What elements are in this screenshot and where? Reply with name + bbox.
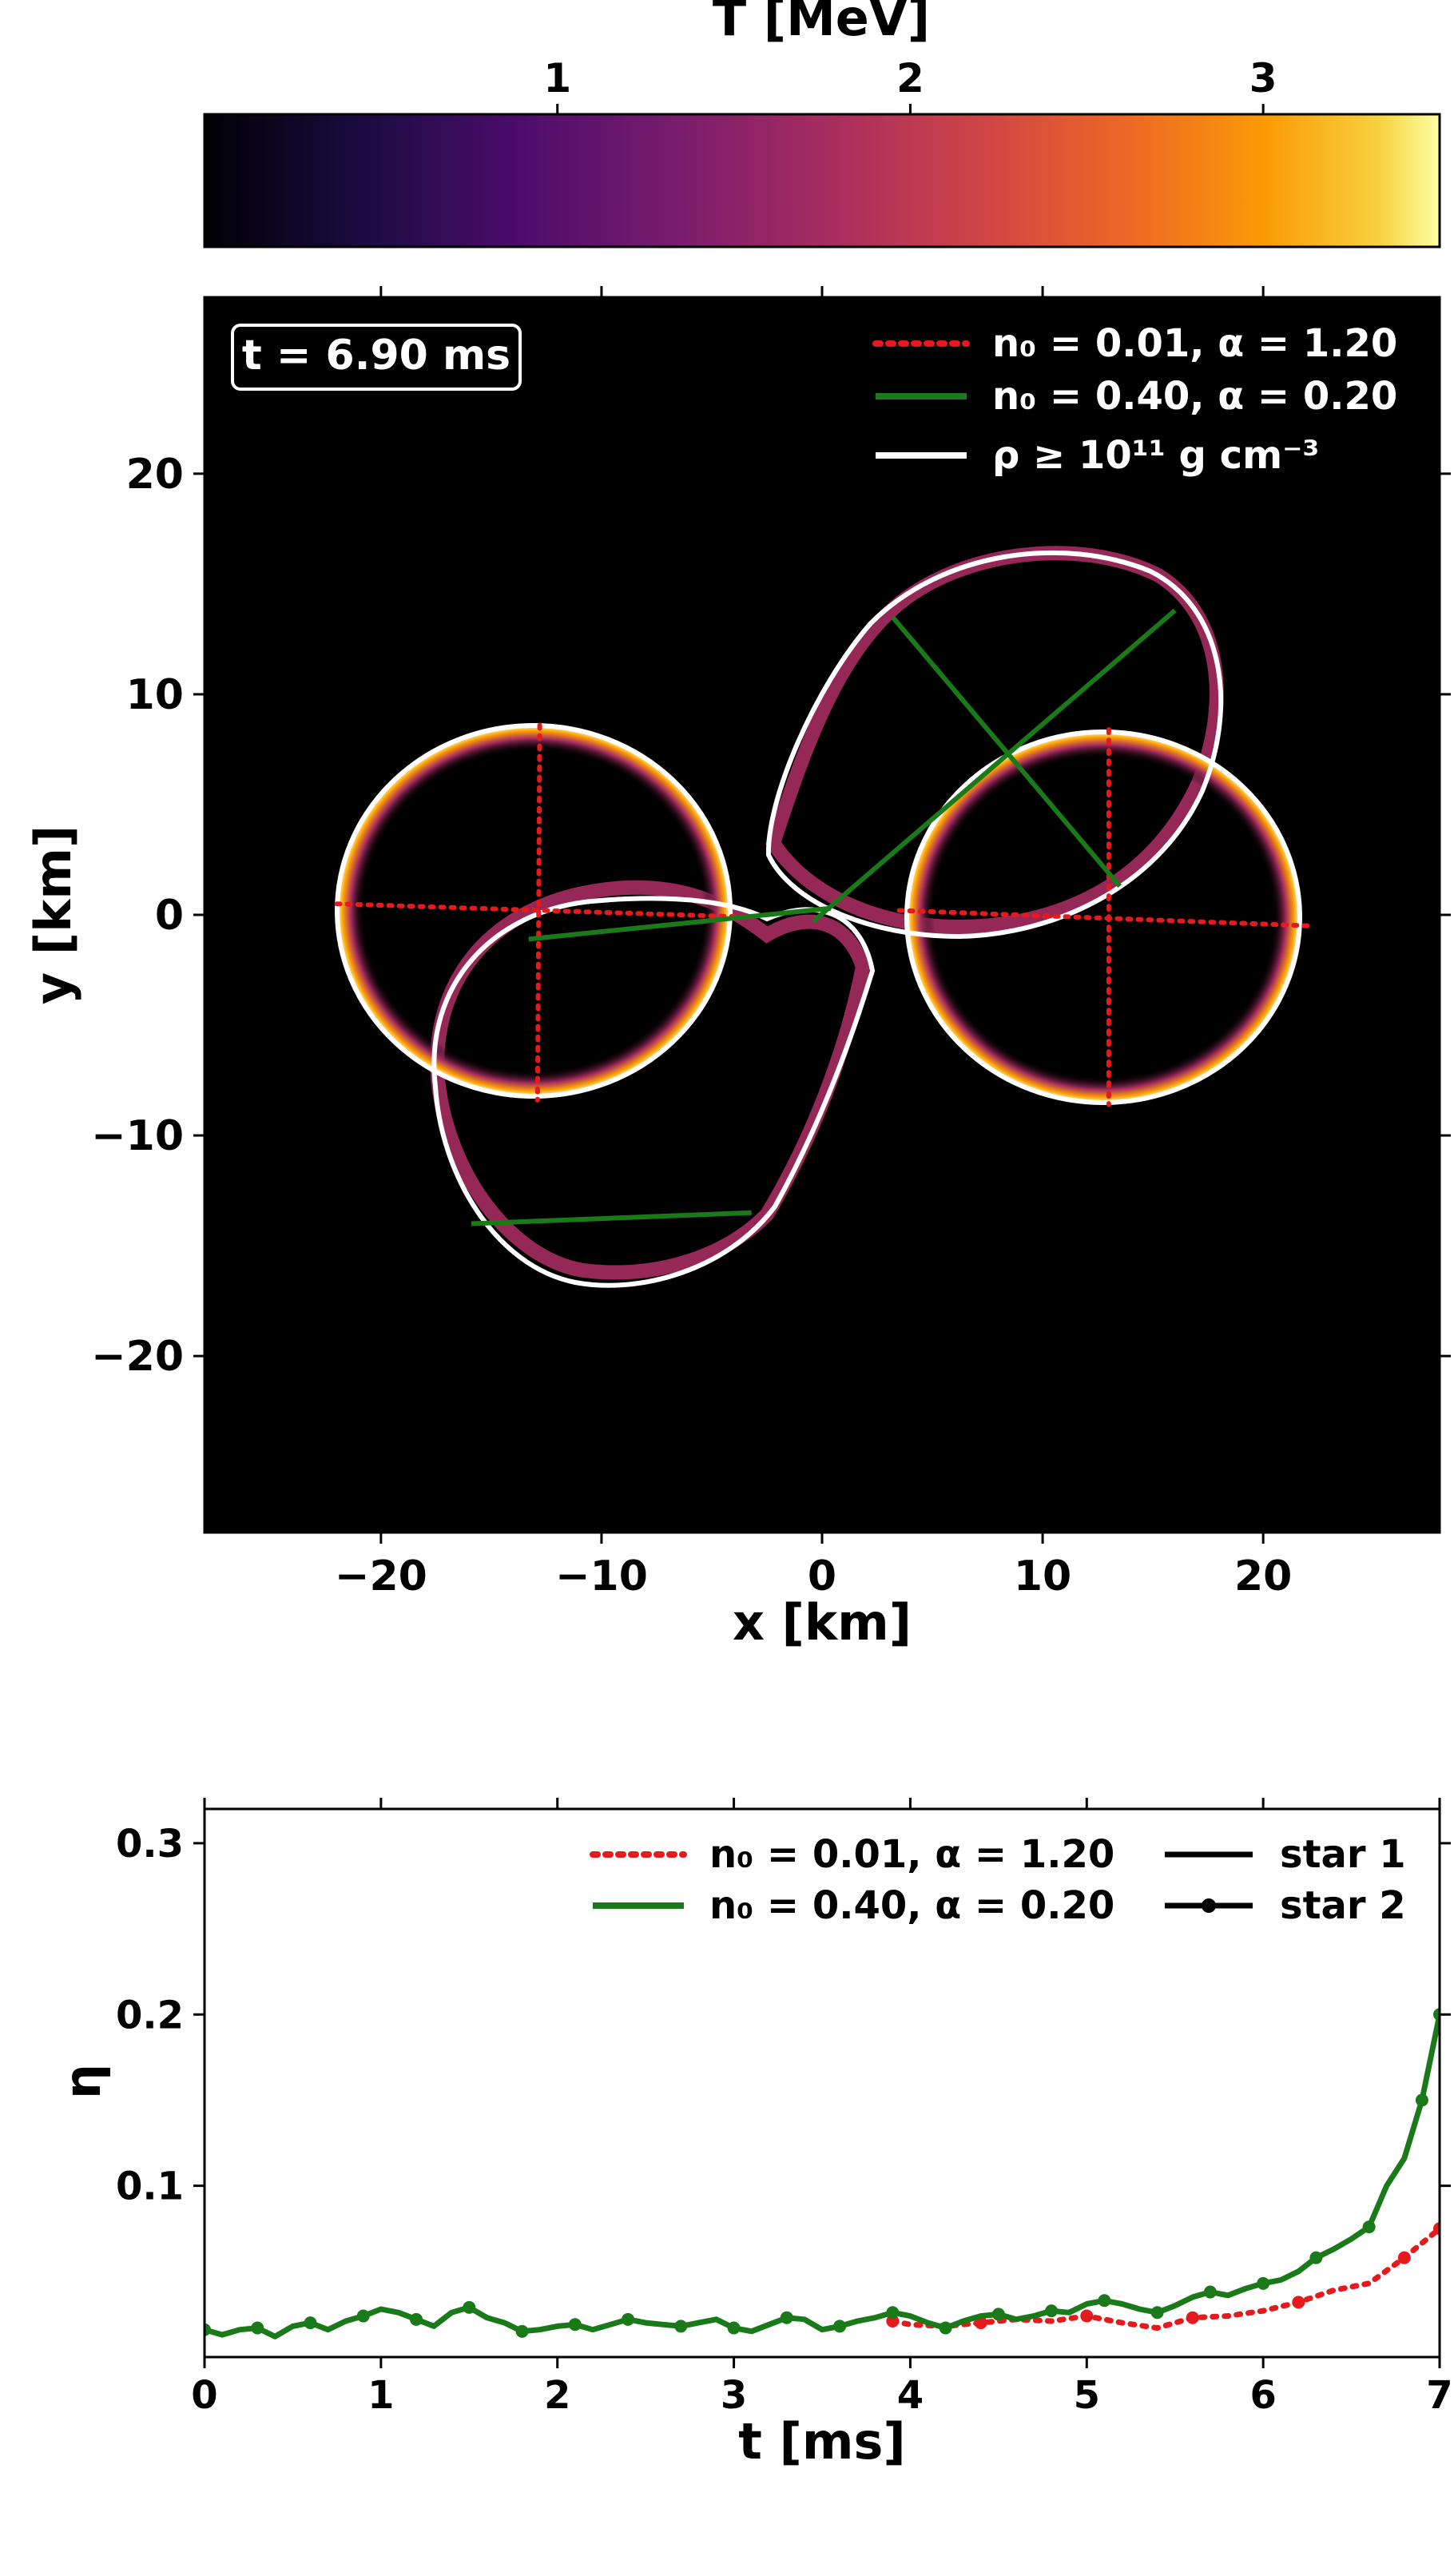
legend-bottom: n₀ = 0.01, α = 1.20 n₀ = 0.40, α = 0.20 … (590, 1832, 1406, 1928)
x-tick-label-top: −10 (555, 1552, 648, 1600)
series-point (674, 2320, 688, 2333)
density-contour (765, 550, 1224, 940)
series-point (304, 2316, 317, 2330)
y-axis-label-top: y [km] (24, 825, 82, 1005)
series-point (622, 2312, 635, 2326)
series-point (1098, 2294, 1111, 2308)
density-temperature-panel: −20 −10 0 10 20 −20 −10 0 10 20 x [km] y [km] t =… (24, 286, 1451, 1652)
legend-label-model-2: n₀ = 0.40, α = 0.20 (709, 1883, 1114, 1928)
series-point (1433, 2222, 1440, 2236)
x-tick-label-bottom: 1 (367, 2373, 394, 2418)
x-axis-label-bottom: t [ms] (738, 2412, 905, 2471)
star-axis-model-2 (471, 1210, 752, 1226)
colorbar-tick-label: 1 (543, 55, 571, 101)
colorbar-gradient (203, 113, 1441, 248)
series-point (515, 2324, 529, 2338)
series-point (463, 2300, 476, 2314)
series-point (1397, 2251, 1411, 2264)
series-point (1045, 2304, 1059, 2318)
x-axis-label-top: x [km] (733, 1593, 912, 1652)
eta-panel: 0 1 2 3 4 5 6 7 0.1 0.2 0.3 t [ms] η n₀ = 0.01, α … (54, 1798, 1453, 2471)
plot-area-bottom (205, 1809, 1440, 2357)
legend-top: n₀ = 0.01, α = 1.20 n₀ = 0.40, α = 0.20 … (872, 321, 1397, 478)
star-axis-model-1 (334, 901, 752, 920)
y-tick-label-top: −20 (91, 1333, 184, 1381)
series-point (1257, 2276, 1270, 2290)
series-point (356, 2309, 370, 2323)
x-tick-label-bottom: 6 (1249, 2373, 1276, 2418)
time-box: t = 6.90 ms (231, 324, 522, 391)
series-point (205, 2323, 211, 2336)
colorbar-ticks: 1 2 3 (543, 55, 1277, 114)
x-tick-label-top: 20 (1234, 1552, 1292, 1600)
density-contour (335, 723, 733, 1099)
series-point (1415, 2093, 1428, 2107)
y-tick-label-top: 0 (155, 892, 184, 940)
star-axis-model-2 (528, 905, 832, 942)
series-point (833, 2320, 847, 2333)
density-contour (431, 896, 876, 1288)
x-tick-label-bottom: 4 (897, 2373, 924, 2418)
x-tick-label-bottom: 2 (544, 2373, 570, 2418)
y-tick-label-bottom: 0.1 (116, 2165, 184, 2209)
bottom-axis-ticks: 0 1 2 3 4 5 6 7 0.1 0.2 0.3 (116, 1798, 1453, 2418)
series-point (1150, 2306, 1164, 2320)
series-point (1362, 2220, 1376, 2234)
colorbar-tick-label: 2 (896, 55, 924, 101)
y-tick-label-top: −10 (91, 1112, 184, 1160)
colorbar-tick-label: 3 (1249, 55, 1277, 101)
plot-frame-bottom (203, 1807, 1441, 2359)
x-tick-label-bottom: 7 (1426, 2373, 1452, 2418)
y-tick-label-top: 20 (126, 451, 184, 499)
x-tick-label-top: −20 (335, 1552, 427, 1600)
colorbar: T [MeV] 1 2 3 (203, 0, 1441, 248)
series-point (1292, 2296, 1305, 2309)
series-point (1433, 2008, 1440, 2021)
series-point (780, 2311, 793, 2324)
series-point (1080, 2309, 1094, 2323)
star-axis-model-2 (891, 615, 1122, 888)
series-point (568, 2318, 582, 2332)
legend-label-density: ρ ≥ 10¹¹ g cm⁻³ (992, 433, 1319, 478)
star-layer (334, 546, 1314, 1288)
legend-swatch-star-2-marker (1202, 1898, 1216, 1913)
legend-label-model-1: n₀ = 0.01, α = 1.20 (992, 321, 1397, 366)
time-label: t = 6.90 ms (242, 332, 510, 380)
series-point (1186, 2311, 1199, 2324)
star-axes (334, 608, 1314, 1226)
series-point (1203, 2285, 1217, 2299)
series-point (251, 2321, 264, 2335)
legend-label-model-1: n₀ = 0.01, α = 1.20 (709, 1832, 1114, 1877)
x-tick-label-top: 0 (808, 1552, 836, 1600)
series-line (889, 2225, 1440, 2332)
star-temperature-rim (907, 732, 1300, 1103)
density-contour (904, 729, 1302, 1105)
y-tick-label-top: 10 (126, 671, 184, 719)
y-tick-label-bottom: 0.2 (116, 1993, 184, 2037)
series-point (886, 2306, 900, 2320)
legend-label-star-2: star 2 (1280, 1883, 1406, 1928)
star-axis-model-2 (812, 608, 1177, 924)
series-point (410, 2312, 423, 2326)
y-tick-label-bottom: 0.3 (116, 1822, 184, 1866)
y-axis-label-bottom: η (54, 2064, 112, 2099)
eta-curves (205, 2008, 1440, 2339)
x-tick-label-bottom: 5 (1074, 2373, 1100, 2418)
x-tick-label-top: 10 (1014, 1552, 1071, 1600)
series-point (727, 2321, 741, 2335)
x-tick-label-bottom: 3 (721, 2373, 747, 2418)
series-point (991, 2308, 1005, 2321)
star-axis-model-1 (896, 908, 1314, 928)
time-box-frame (231, 324, 522, 391)
legend-label-star-1: star 1 (1280, 1832, 1406, 1877)
series-point (939, 2321, 952, 2335)
series-point (1309, 2251, 1323, 2264)
legend-label-model-2: n₀ = 0.40, α = 0.20 (992, 374, 1397, 419)
top-axis-ticks: −20 −10 0 10 20 −20 −10 0 10 20 (91, 286, 1451, 1600)
colorbar-label: T [MeV] (713, 0, 930, 47)
x-tick-label-bottom: 0 (191, 2373, 217, 2418)
star-axis-model-1 (534, 722, 542, 1103)
